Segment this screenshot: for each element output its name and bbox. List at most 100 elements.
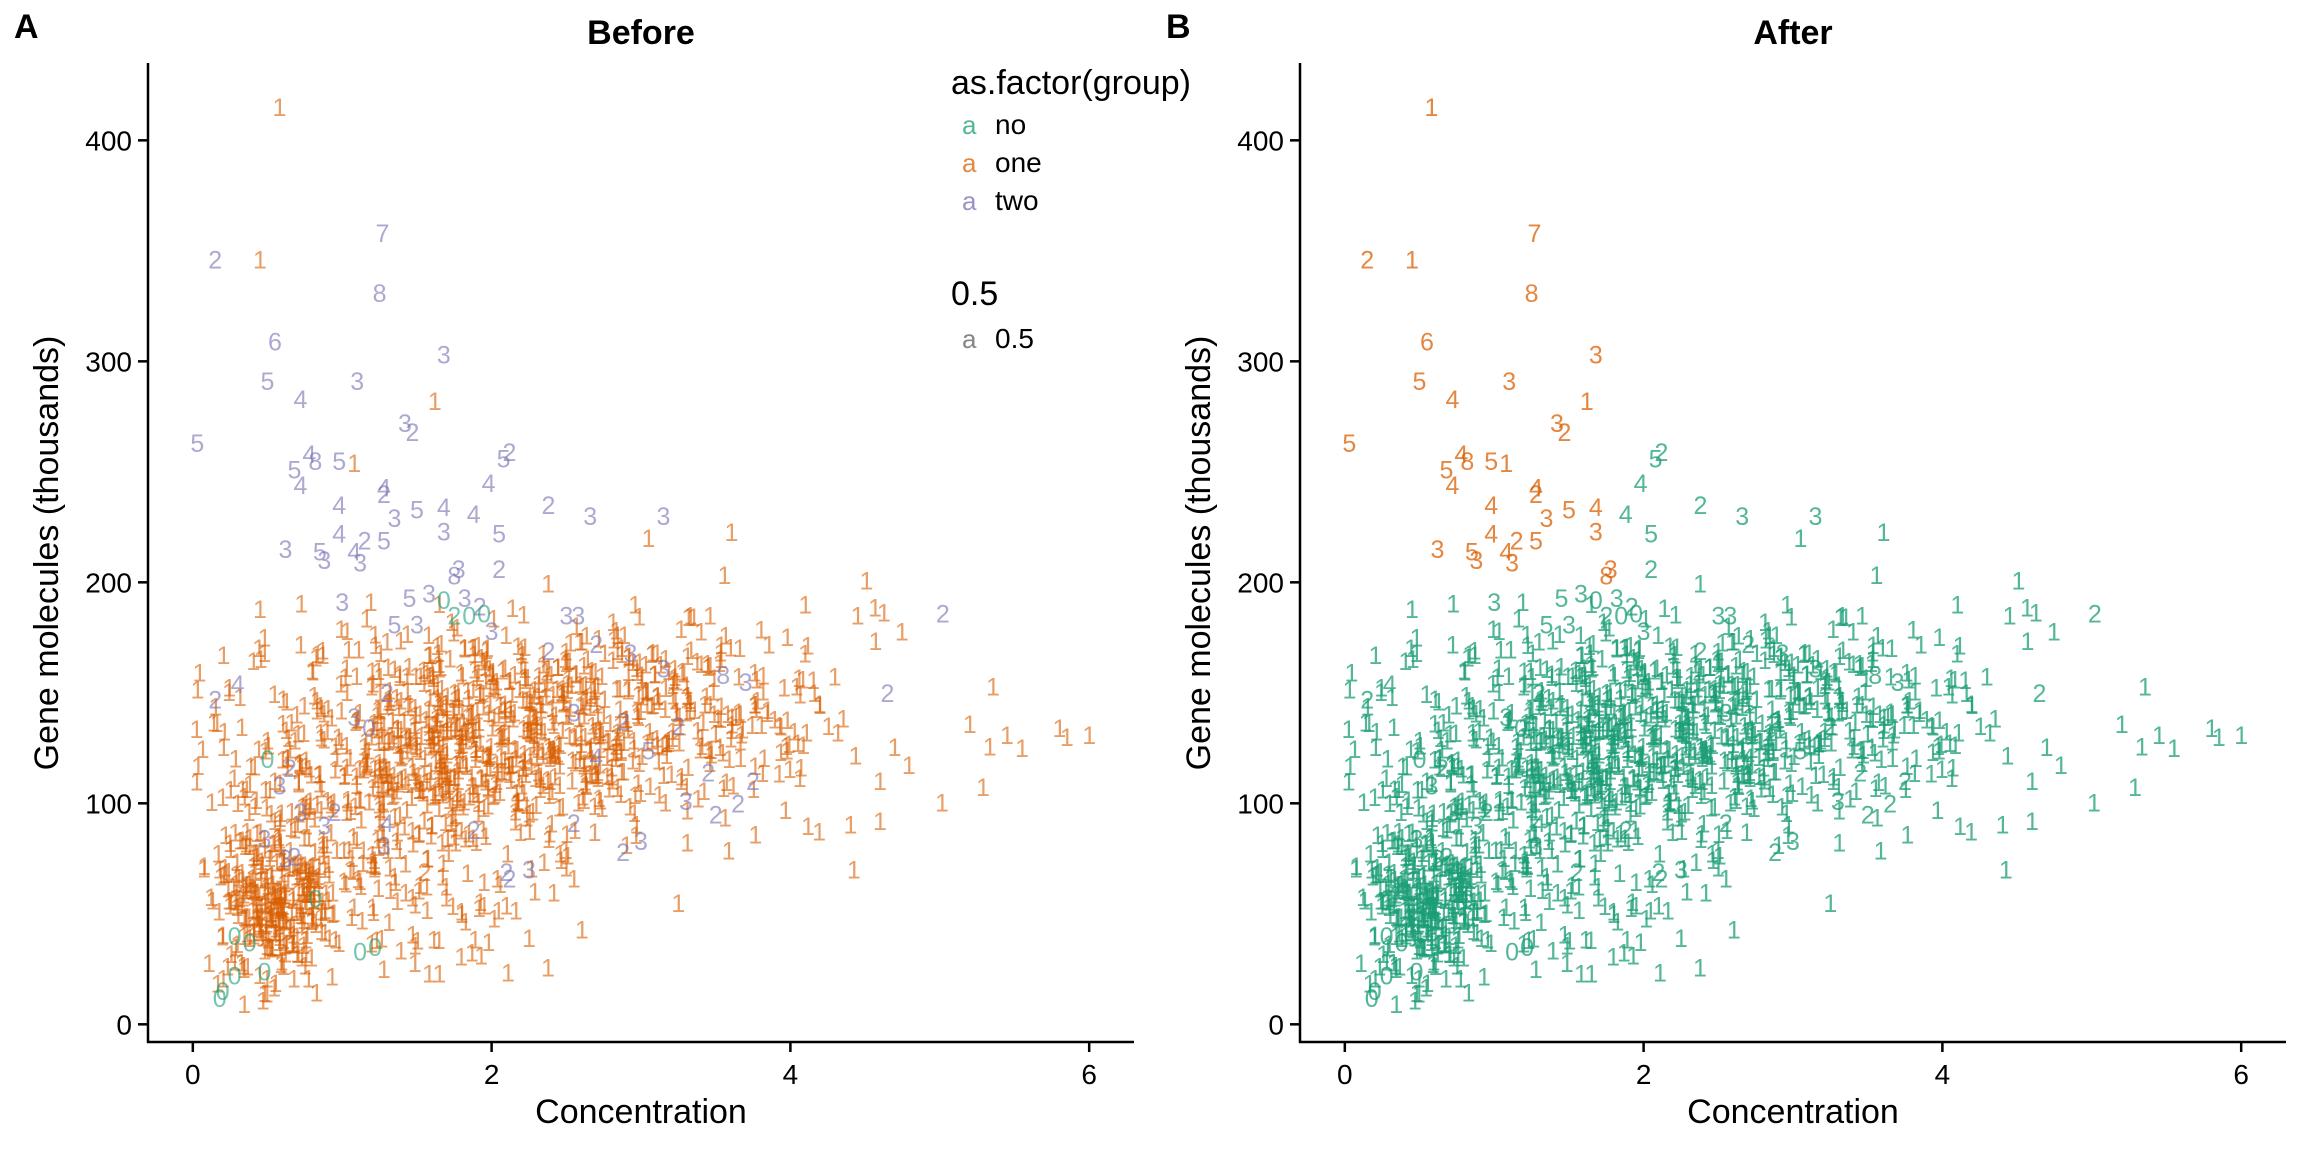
data-point: 1 xyxy=(330,837,344,865)
data-point: 3 xyxy=(278,536,292,564)
data-point: 2 xyxy=(1898,768,1912,796)
data-point: 1 xyxy=(343,857,357,885)
data-point: 1 xyxy=(976,774,990,802)
data-point: 3 xyxy=(656,656,670,684)
data-point: 1 xyxy=(1579,927,1593,955)
data-point: 3 xyxy=(293,799,307,827)
data-point: 1 xyxy=(216,784,230,812)
data-point: 2 xyxy=(208,247,222,275)
data-point: 2 xyxy=(1693,492,1707,520)
data-point: 1 xyxy=(1705,772,1719,800)
data-point: 1 xyxy=(1686,697,1700,725)
data-point: 1 xyxy=(376,753,390,781)
data-point: 1 xyxy=(451,684,465,712)
data-point: 2 xyxy=(936,600,950,628)
data-point: 1 xyxy=(610,622,624,650)
data-point: 1 xyxy=(1482,837,1496,865)
data-point: 0 xyxy=(462,603,476,631)
data-point: 1 xyxy=(465,717,479,745)
data-point: 1 xyxy=(687,604,701,632)
data-point: 4 xyxy=(1484,521,1498,549)
data-point: 5 xyxy=(377,527,391,555)
legend: as.factor(group) a no a one a two 0.5 a … xyxy=(951,64,1191,354)
data-point: 1 xyxy=(1565,777,1579,805)
data-point: 1 xyxy=(339,732,353,760)
data-point: 1 xyxy=(465,701,479,729)
data-point: 1 xyxy=(2054,752,2068,780)
data-point: 1 xyxy=(709,721,723,749)
data-point: 1 xyxy=(246,648,260,676)
data-point: 1 xyxy=(368,632,382,660)
data-point: 1 xyxy=(1449,720,1463,748)
data-point: 1 xyxy=(567,723,581,751)
data-point: 1 xyxy=(393,741,407,769)
data-point: 1 xyxy=(451,680,465,708)
data-point: 1 xyxy=(365,658,379,686)
data-point: 3 xyxy=(353,549,367,577)
legend-alpha-title: 0.5 xyxy=(951,275,998,313)
data-point: 1 xyxy=(574,720,588,748)
data-point: 1 xyxy=(1948,732,1962,760)
data-point: 1 xyxy=(334,698,348,726)
data-point: 1 xyxy=(724,519,738,547)
data-point: 3 xyxy=(1469,547,1483,575)
data-point: 3 xyxy=(335,589,349,617)
data-point: 1 xyxy=(410,928,424,956)
data-point: 1 xyxy=(1599,680,1613,708)
data-point: 3 xyxy=(1735,503,1749,531)
data-point: 2 xyxy=(1619,817,1633,845)
data-point: 1 xyxy=(755,760,769,788)
data-point: 1 xyxy=(418,745,432,773)
data-point: 1 xyxy=(1572,897,1586,925)
data-point: 4 xyxy=(1634,470,1648,498)
data-point: 1 xyxy=(372,749,386,777)
data-point: 1 xyxy=(1919,706,1933,734)
panel-b-x-axis-title: Concentration xyxy=(1687,1093,1899,1131)
data-point: 1 xyxy=(1929,675,1943,703)
data-point: 5 xyxy=(1644,521,1658,549)
data-point: 1 xyxy=(372,792,386,820)
data-point: 1 xyxy=(342,637,356,665)
data-point: 1 xyxy=(983,734,997,762)
data-point: 1 xyxy=(2234,722,2248,750)
data-point: 1 xyxy=(1405,247,1419,275)
data-point: 1 xyxy=(422,711,436,739)
data-point: 1 xyxy=(1430,886,1444,914)
data-point: 1 xyxy=(1396,753,1410,781)
data-point: 2 xyxy=(1644,556,1658,584)
data-point: 1 xyxy=(780,738,794,766)
data-point: 1 xyxy=(193,660,207,688)
data-point: 1 xyxy=(1578,665,1592,693)
data-point: 1 xyxy=(579,773,593,801)
panel-b-title: After xyxy=(1753,14,1832,52)
data-point: 1 xyxy=(1560,702,1574,730)
data-point: 1 xyxy=(408,695,422,723)
data-point: 1 xyxy=(394,716,408,744)
data-point: 1 xyxy=(547,712,561,740)
data-point: 3 xyxy=(437,342,451,370)
data-point: 3 xyxy=(1430,536,1444,564)
data-point: 1 xyxy=(568,817,582,845)
data-point: 1 xyxy=(420,660,434,688)
legend-key-alpha: a xyxy=(962,324,977,354)
data-point: 1 xyxy=(1693,571,1707,599)
data-point: 1 xyxy=(381,688,395,716)
data-point: 1 xyxy=(353,787,367,815)
data-point: 1 xyxy=(1900,821,1914,849)
data-point: 2 xyxy=(1655,866,1669,894)
data-point: 1 xyxy=(831,720,845,748)
data-point: 1 xyxy=(1343,753,1357,781)
data-point: 1 xyxy=(1387,714,1401,742)
data-point: 1 xyxy=(244,753,258,781)
data-point: 1 xyxy=(298,953,312,981)
data-point: 0 xyxy=(308,885,322,913)
data-point: 1 xyxy=(489,674,503,702)
data-point: 1 xyxy=(1592,738,1606,766)
data-point: 1 xyxy=(1782,698,1796,726)
data-point: 1 xyxy=(383,877,397,905)
panel-a-y-ticks: 0 100 200 300 400 xyxy=(85,125,148,1040)
data-point: 3 xyxy=(1430,846,1444,874)
data-point: 1 xyxy=(777,675,791,703)
data-point: 1 xyxy=(1727,916,1741,944)
data-point: 1 xyxy=(508,661,522,689)
